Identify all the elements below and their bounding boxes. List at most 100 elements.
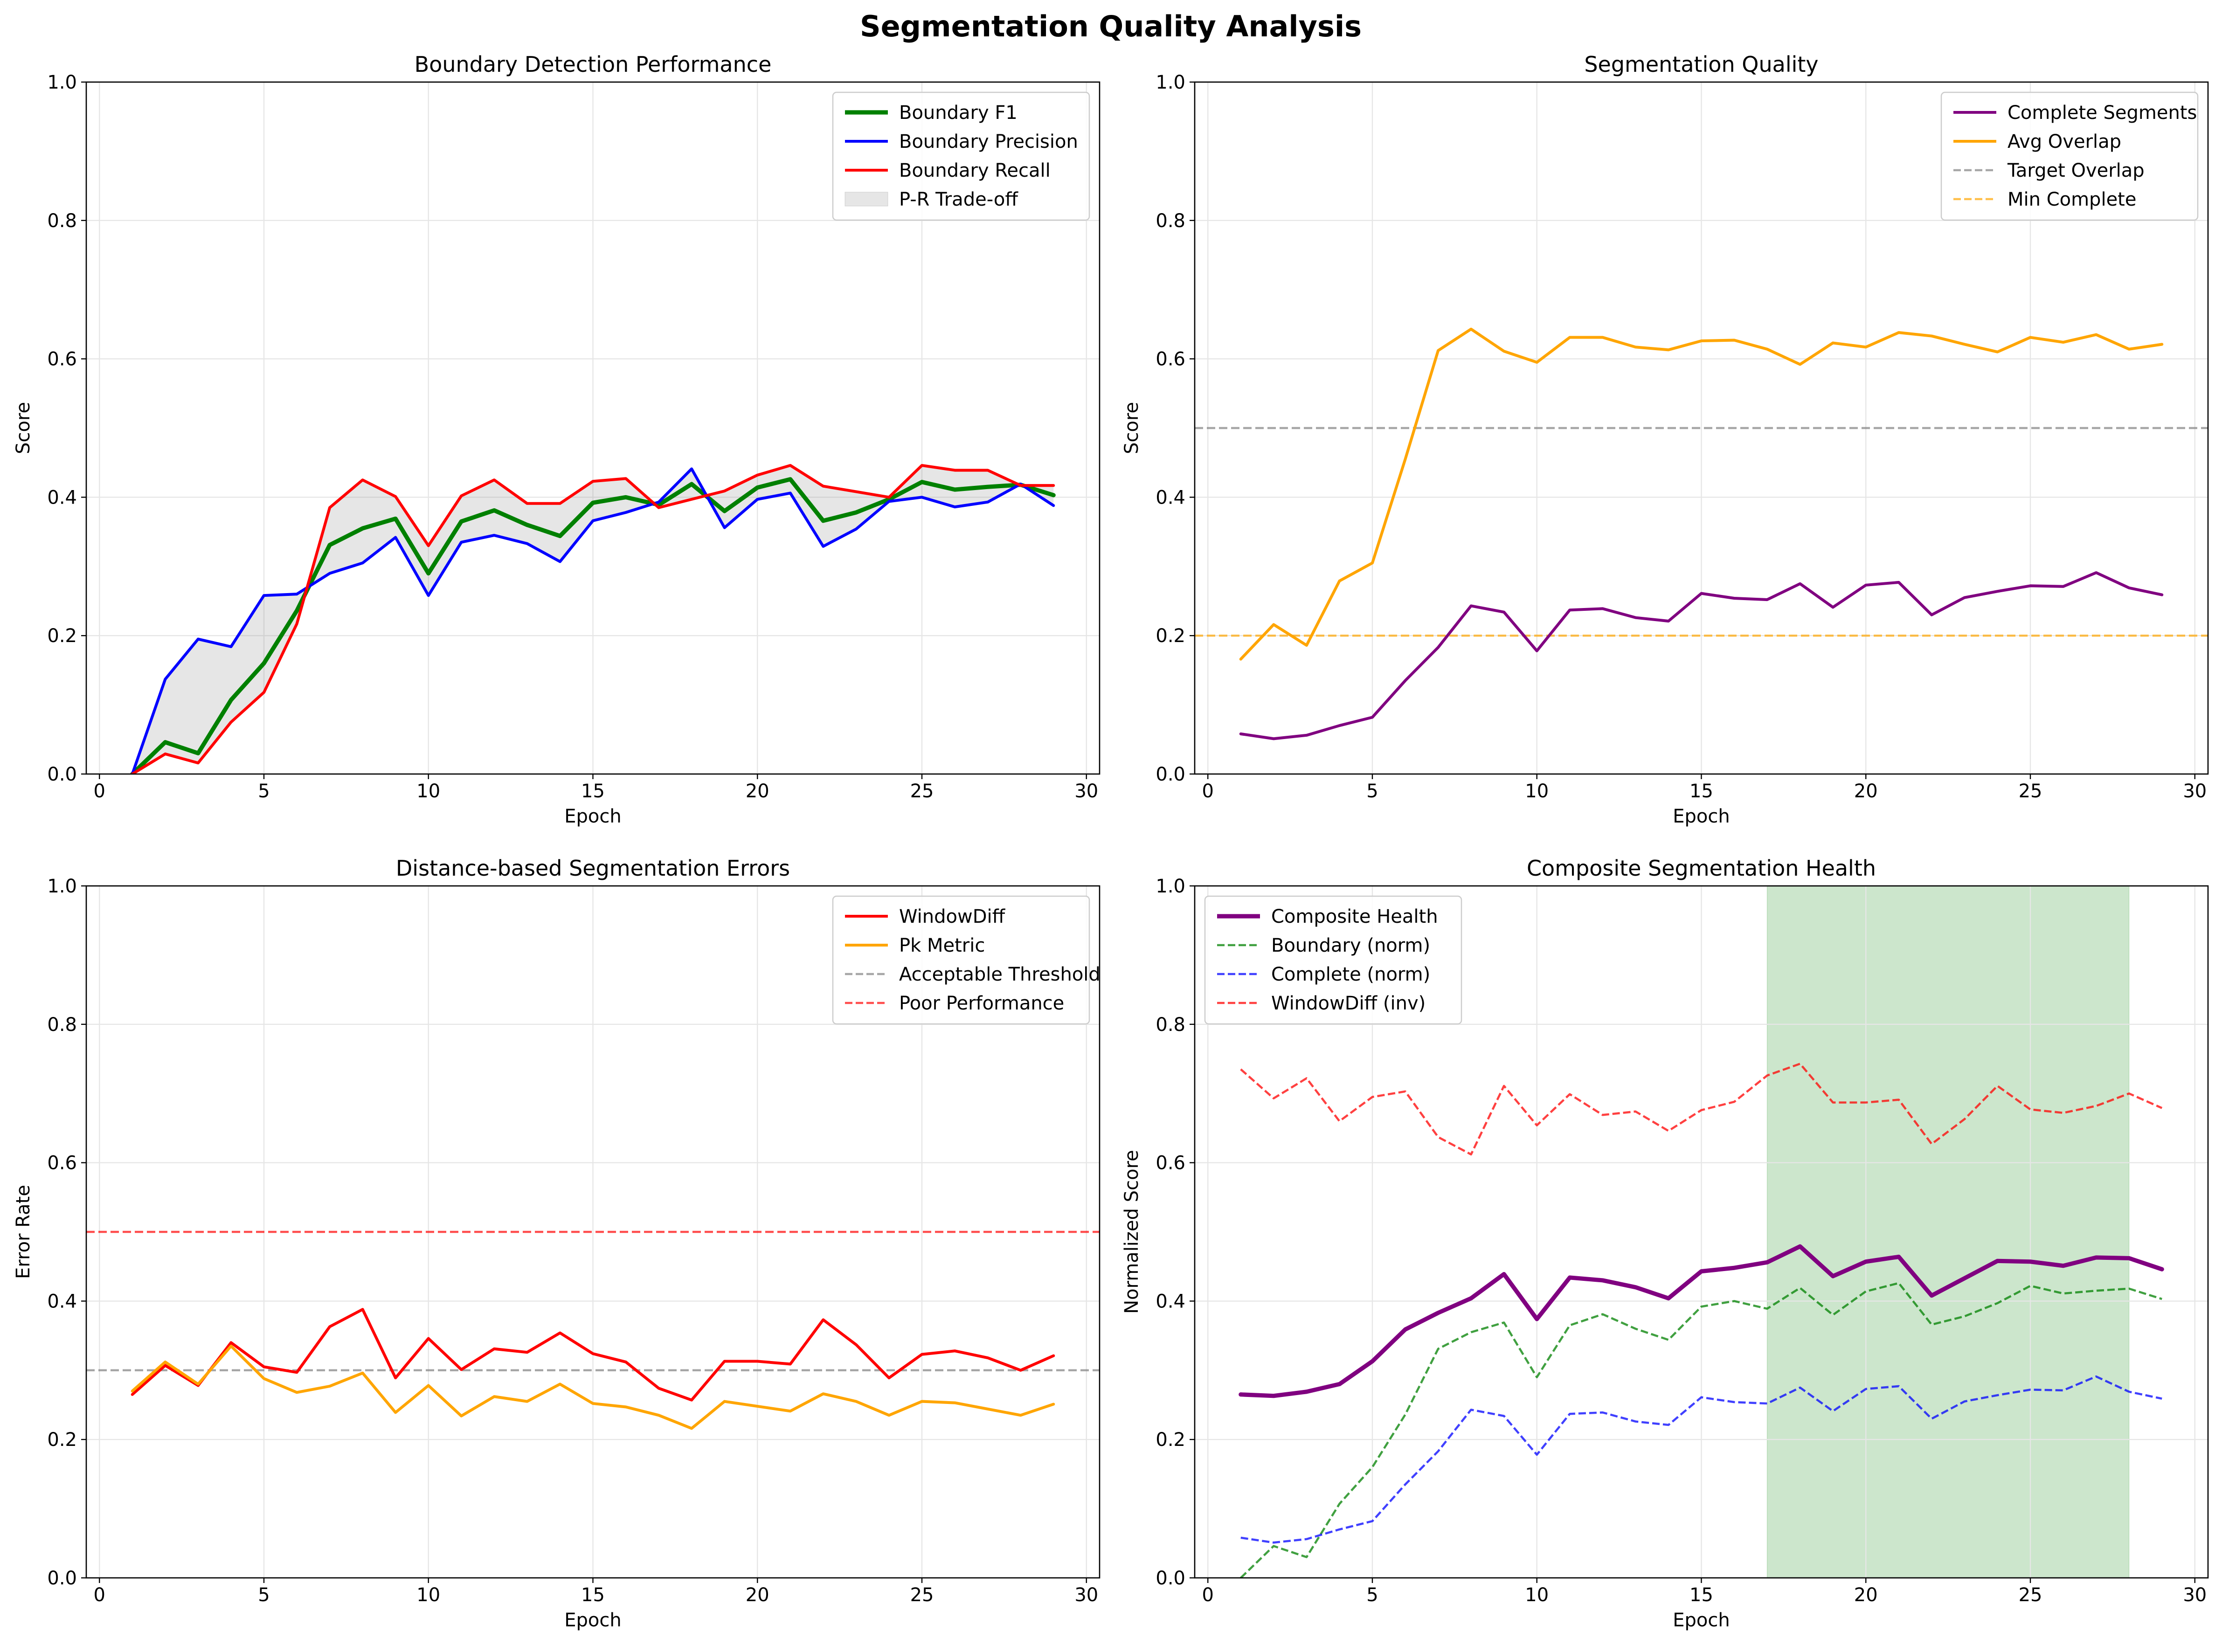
x-tick-label: 0: [93, 1584, 105, 1606]
x-axis-label: Epoch: [1673, 806, 1730, 827]
x-tick-label: 20: [746, 781, 769, 802]
series-line: [1240, 1375, 2162, 1544]
x-tick-label: 25: [910, 1584, 934, 1606]
series-group: [130, 464, 1056, 774]
x-tick-label: 15: [581, 1584, 605, 1606]
shaded-region: [1767, 885, 2130, 1578]
x-tick-label: 10: [1525, 1584, 1549, 1606]
y-tick-label: 0.0: [47, 764, 77, 785]
y-tick-label: 0.2: [47, 1429, 77, 1451]
series-group: [131, 1308, 1055, 1430]
x-tick-label: 0: [93, 781, 105, 802]
x-tick-label: 30: [1074, 781, 1098, 802]
x-tick-label: 5: [1366, 781, 1378, 802]
legend-label: Acceptable Threshold: [899, 964, 1101, 985]
x-axis-label: Epoch: [564, 1610, 621, 1631]
x-tick-label: 0: [1202, 781, 1213, 802]
y-tick-label: 0.8: [1156, 210, 1185, 232]
y-tick-label: 0.8: [47, 210, 77, 232]
x-tick-label: 30: [2183, 1584, 2207, 1606]
legend-label: Boundary (norm): [1271, 935, 1430, 956]
series-line: [1239, 327, 2164, 661]
x-tick-label: 25: [910, 781, 934, 802]
series-line: [131, 464, 1055, 774]
x-tick-label: 10: [416, 1584, 440, 1606]
x-tick-label: 30: [2183, 781, 2207, 802]
legend-label: Min Complete: [2007, 189, 2136, 210]
x-axis-label: Epoch: [1673, 1610, 1730, 1631]
subplot-title: Boundary Detection Performance: [415, 52, 772, 77]
legend-label: WindowDiff: [899, 906, 1006, 927]
legend-label: Complete Segments: [2007, 102, 2197, 124]
x-tick-label: 20: [746, 1584, 769, 1606]
y-tick-label: 0.4: [47, 1291, 77, 1312]
y-tick-label: 1.0: [1156, 72, 1185, 93]
legend-frame: [832, 895, 1090, 1025]
legend-label: Complete (norm): [1271, 964, 1430, 985]
legend: Composite Health Boundary (norm) Complete …: [1204, 895, 1462, 1025]
legend: Boundary F1 Boundary Precision Boundary Re…: [832, 91, 1090, 221]
legend-frame: [1204, 895, 1462, 1025]
x-tick-label: 15: [1689, 1584, 1713, 1606]
y-tick-label: 0.0: [1156, 764, 1185, 785]
subplot-4: 0 5 10 15 20 25 30 0.0 0.2 0.4 0.6 0.8 1.0 Composite …: [1121, 856, 2209, 1631]
figure-suptitle: Segmentation Quality Analysis: [860, 9, 1362, 43]
y-tick-label: 0.6: [47, 1153, 77, 1174]
legend-label: P-R Trade-off: [899, 189, 1018, 210]
legend-label: Boundary Precision: [899, 131, 1078, 152]
y-tick-label: 0.4: [47, 487, 77, 508]
y-axis-label: Normalized Score: [1121, 1150, 1142, 1314]
legend: Complete Segments Avg Overlap Target Overl…: [1940, 91, 2199, 221]
legend-label: Composite Health: [1271, 906, 1438, 927]
y-axis-label: Score: [1121, 402, 1142, 454]
y-tick-label: 0.6: [47, 349, 77, 370]
y-tick-label: 0.6: [1156, 349, 1185, 370]
subplot-title: Distance-based Segmentation Errors: [396, 856, 790, 881]
x-tick-label: 15: [1689, 781, 1713, 802]
series-line: [131, 467, 1055, 774]
x-tick-label: 30: [1074, 1584, 1098, 1606]
legend-label: Boundary Recall: [899, 160, 1051, 181]
series-group: [1239, 1063, 2164, 1578]
series-line: [131, 1344, 1055, 1430]
subplot-1: 0 5 10 15 20 25 30 0.0 0.2 0.4 0.6 0.8 1.0 Boundary D…: [13, 52, 1101, 827]
legend-label: Pk Metric: [899, 935, 985, 956]
legend-frame: [832, 91, 1090, 221]
legend-label: Target Overlap: [2007, 160, 2145, 181]
y-tick-label: 0.8: [1156, 1014, 1185, 1036]
y-tick-label: 0.0: [1156, 1568, 1185, 1589]
y-tick-label: 0.4: [1156, 1291, 1185, 1312]
subplot-2: 0 5 10 15 20 25 30 0.0 0.2 0.4 0.6 0.8 1.0 Segmentati…: [1121, 52, 2209, 827]
legend: WindowDiff Pk Metric Acceptable Threshold P…: [832, 895, 1101, 1025]
x-tick-label: 10: [416, 781, 440, 802]
x-tick-label: 0: [1202, 1584, 1213, 1606]
x-tick-label: 5: [258, 781, 270, 802]
x-tick-label: 20: [1854, 781, 1878, 802]
series-line: [1239, 1244, 2164, 1398]
series-line: [1239, 571, 2164, 740]
legend-patch: [844, 192, 888, 207]
y-tick-label: 0.2: [1156, 625, 1185, 647]
y-tick-label: 1.0: [47, 876, 77, 897]
legend-label: WindowDiff (inv): [1271, 993, 1426, 1014]
y-tick-label: 1.0: [1156, 876, 1185, 897]
y-tick-label: 1.0: [47, 72, 77, 93]
subplot-grid: 0 5 10 15 20 25 30 0.0 0.2 0.4 0.6 0.8 1.0 Boundary D…: [13, 52, 2209, 1631]
x-tick-label: 5: [1366, 1584, 1378, 1606]
subplot-title: Composite Segmentation Health: [1527, 856, 1876, 881]
y-axis-label: Error Rate: [13, 1185, 34, 1279]
x-tick-label: 15: [581, 781, 605, 802]
y-tick-label: 0.6: [1156, 1153, 1185, 1174]
series-line: [131, 1308, 1055, 1402]
subplot-3: 0 5 10 15 20 25 30 0.0 0.2 0.4 0.6 0.8 1.0 Distance-b…: [13, 856, 1101, 1631]
y-tick-label: 0.2: [47, 625, 77, 647]
y-tick-label: 0.2: [1156, 1429, 1185, 1451]
x-tick-label: 5: [258, 1584, 270, 1606]
legend-frame: [1940, 91, 2199, 221]
series-line: [1240, 1282, 2162, 1578]
y-tick-label: 0.8: [47, 1014, 77, 1036]
x-tick-label: 25: [2019, 781, 2042, 802]
y-tick-label: 0.4: [1156, 487, 1185, 508]
x-tick-label: 20: [1854, 1584, 1878, 1606]
